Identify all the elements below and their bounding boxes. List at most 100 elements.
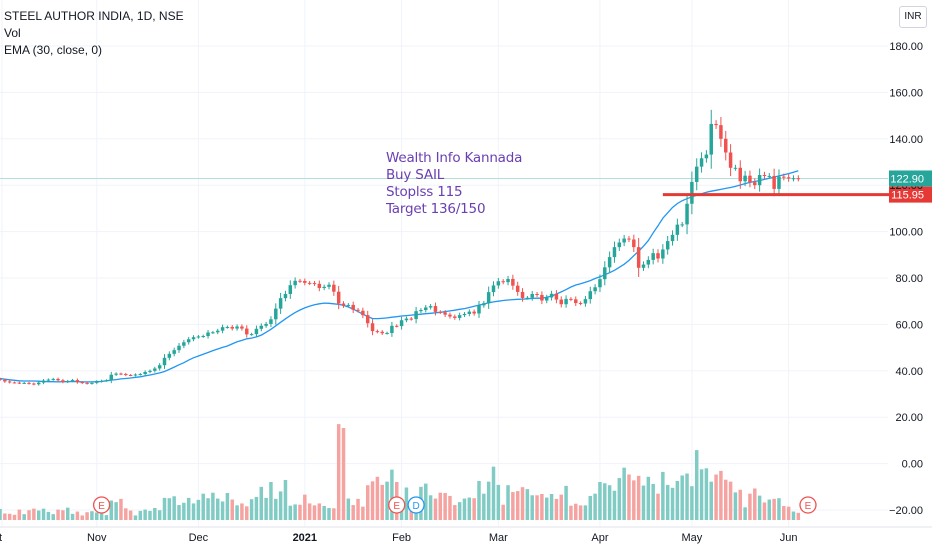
x-tick-label: ct	[0, 532, 2, 544]
candle-body	[36, 382, 41, 385]
candle-body	[564, 298, 568, 305]
dividend-marker[interactable]: D	[407, 496, 425, 514]
volume-bar	[699, 469, 704, 520]
candle-body	[680, 224, 684, 226]
marker-label: E	[98, 501, 105, 512]
candle-body	[443, 312, 447, 315]
volume-bar	[201, 493, 205, 520]
candle	[540, 291, 544, 305]
candle	[622, 234, 626, 247]
candle-body	[143, 371, 147, 375]
volume-bar	[332, 508, 336, 520]
candle	[32, 382, 36, 386]
volume-bar	[511, 492, 515, 520]
volume-bar	[559, 494, 563, 520]
volume-bar	[569, 505, 573, 520]
candle	[90, 381, 94, 385]
volume-bar	[109, 500, 114, 520]
earnings-marker[interactable]: E	[388, 496, 406, 514]
volume-bar	[0, 508, 2, 520]
candle-body	[12, 382, 17, 384]
volume-bar	[404, 487, 409, 520]
volume-bar	[327, 507, 331, 520]
candle-body	[95, 381, 99, 383]
candle-body	[578, 303, 583, 305]
symbol-title[interactable]: STEEL AUTHOR INDIA, 1D, NSE	[4, 9, 184, 23]
currency-button[interactable]: INR	[899, 6, 927, 28]
candle	[85, 381, 89, 385]
candle-body	[428, 306, 433, 308]
ema-indicator-label[interactable]: EMA (30, close, 0)	[4, 43, 103, 57]
candle	[119, 372, 123, 376]
candle	[322, 284, 326, 291]
volume-bar	[278, 491, 283, 520]
candle	[670, 230, 675, 246]
candle	[235, 324, 239, 331]
candle	[196, 334, 201, 339]
candle-body	[206, 332, 210, 336]
candle	[404, 316, 409, 323]
candle	[544, 294, 549, 304]
volume-bar	[235, 505, 239, 520]
candle-body	[22, 382, 26, 384]
volume-bar	[515, 491, 520, 520]
marker-circle	[799, 496, 817, 514]
y-tick-label: 180.00	[889, 41, 923, 53]
earnings-marker[interactable]: E	[799, 496, 817, 514]
candle	[428, 304, 433, 310]
candle	[269, 316, 273, 328]
volume-bar	[506, 485, 510, 520]
candle	[283, 290, 288, 302]
volume-bar	[767, 499, 772, 520]
candle	[278, 292, 283, 314]
candle	[75, 378, 80, 384]
volume-bar	[690, 486, 694, 520]
candle-body	[225, 326, 230, 328]
volume-bar	[588, 495, 593, 520]
stop-level[interactable]: 115.95	[662, 186, 932, 203]
candle-body	[467, 311, 472, 314]
candle-body	[395, 325, 399, 327]
x-tick-label: Dec	[189, 532, 209, 544]
candle	[143, 370, 147, 376]
stop-level-label: 115.95	[891, 190, 924, 202]
y-tick-label: 60.00	[895, 319, 923, 331]
candle	[225, 325, 230, 329]
volume-bar	[467, 497, 472, 520]
volume-indicator-label[interactable]: Vol	[4, 26, 21, 40]
candle-body	[51, 378, 55, 380]
candle	[264, 321, 268, 328]
volume-bar	[738, 489, 743, 520]
candle	[501, 279, 505, 285]
candle-body	[211, 332, 215, 334]
candle-body	[796, 178, 801, 180]
volume-bar	[753, 488, 757, 520]
volume-bar	[177, 505, 181, 520]
volume-bar	[220, 501, 225, 520]
candle-body	[264, 323, 268, 326]
candle	[796, 175, 801, 182]
volume-bar	[593, 493, 597, 520]
candle-body	[27, 382, 31, 384]
candle	[99, 379, 104, 383]
volume-bar	[240, 503, 244, 520]
candle-body	[593, 287, 597, 292]
candle	[327, 282, 331, 290]
candle	[128, 374, 133, 377]
candle	[3, 378, 7, 383]
candle-body	[303, 281, 307, 283]
candle	[791, 175, 796, 182]
earnings-marker[interactable]: E	[92, 496, 111, 514]
text-annotation[interactable]: Wealth Info Kannada Buy SAIL Stoplss 115…	[386, 150, 522, 218]
candle	[332, 280, 336, 296]
volume-bar	[733, 492, 738, 520]
candle	[167, 351, 172, 361]
candle	[728, 144, 733, 177]
candle	[738, 160, 743, 189]
y-tick-label: 40.00	[895, 366, 923, 378]
volume-bar	[583, 505, 588, 520]
volume-bar	[704, 468, 709, 520]
